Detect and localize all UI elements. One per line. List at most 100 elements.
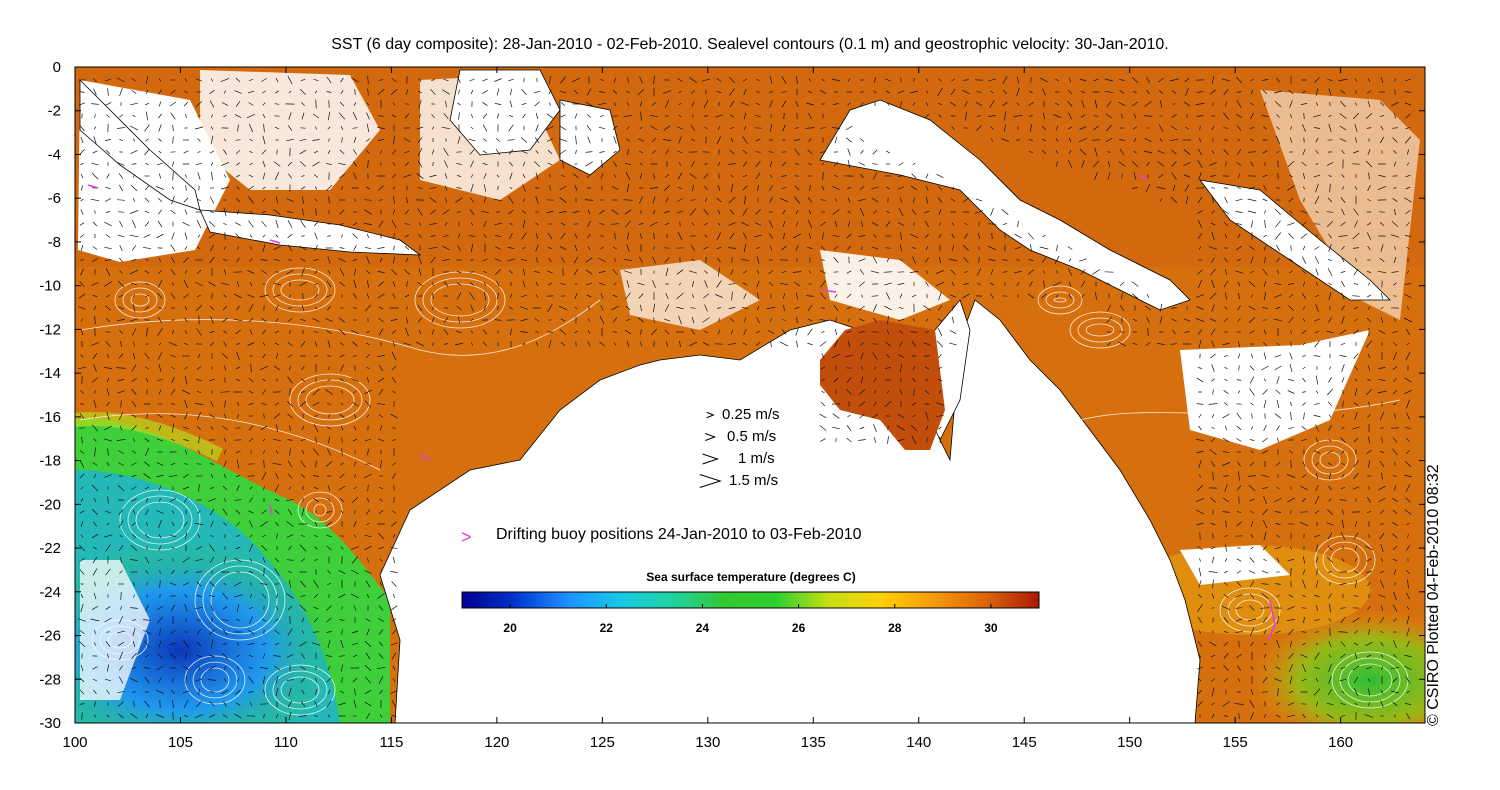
velocity-vector [676, 306, 684, 310]
velocity-vector [742, 208, 748, 216]
velocity-vector [936, 340, 944, 348]
velocity-vector [197, 115, 201, 117]
velocity-vector [1224, 221, 1228, 227]
velocity-vector [559, 245, 567, 251]
velocity-vector [572, 77, 580, 83]
velocity-vector [80, 486, 84, 490]
velocity-vector [132, 352, 136, 360]
velocity-vector [900, 77, 902, 83]
velocity-vector [1290, 245, 1292, 251]
velocity-vector [770, 114, 772, 118]
velocity-vector [1145, 342, 1151, 346]
velocity-vector [172, 124, 174, 132]
velocity-vector [689, 173, 697, 179]
velocity-vector [327, 665, 331, 671]
velocity-vector [718, 267, 720, 277]
velocity-vector [106, 653, 110, 659]
velocity-vector [1133, 172, 1137, 180]
velocity-vector [470, 330, 474, 334]
velocity-vector [1290, 401, 1292, 407]
velocity-vector [366, 112, 370, 120]
velocity-vector [377, 138, 385, 142]
velocity-vector [288, 294, 292, 298]
velocity-vector [158, 342, 162, 346]
velocity-vector [1367, 245, 1371, 251]
velocity-vector [546, 125, 554, 131]
velocity-vector [171, 510, 175, 514]
velocity-vector [353, 306, 357, 310]
velocity-vector [144, 676, 150, 684]
velocity-vector [80, 534, 84, 538]
velocity-vector [1404, 461, 1412, 467]
velocity-vector [1276, 534, 1280, 538]
velocity-vector [847, 210, 851, 214]
velocity-vector [1391, 101, 1399, 107]
velocity-vector [950, 88, 956, 96]
velocity-vector [679, 340, 681, 348]
velocity-vector [858, 330, 866, 334]
velocity-vector [1288, 426, 1294, 430]
velocity-vector [131, 666, 137, 670]
velocity-vector [262, 353, 266, 359]
velocity-vector [1224, 558, 1228, 562]
velocity-vector [248, 185, 254, 191]
velocity-vector [79, 281, 85, 287]
velocity-vector [129, 125, 139, 131]
velocity-vector [170, 112, 176, 120]
velocity-vector [1133, 126, 1137, 130]
velocity-vector [730, 137, 734, 143]
velocity-vector [1392, 545, 1398, 551]
velocity-vector [1003, 111, 1007, 121]
velocity-vector [314, 559, 318, 561]
velocity-vector [364, 689, 372, 695]
velocity-vector [1030, 124, 1032, 132]
velocity-vector [1287, 160, 1295, 168]
velocity-vector [990, 293, 994, 299]
velocity-vector [144, 270, 150, 274]
velocity-vector [1302, 366, 1306, 370]
velocity-vector [1210, 222, 1216, 226]
velocity-vector [327, 570, 331, 574]
velocity-vector [1185, 196, 1189, 204]
velocity-vector [715, 294, 723, 298]
velocity-vector [104, 102, 112, 106]
velocity-vector [859, 426, 865, 430]
velocity-vector [391, 462, 397, 466]
velocity-vector [885, 341, 891, 347]
velocity-vector [1302, 579, 1306, 589]
velocity-vector [352, 341, 358, 347]
velocity-vector [1301, 438, 1307, 442]
velocity-vector [1286, 474, 1296, 478]
velocity-vector [938, 78, 942, 82]
velocity-vector [144, 533, 150, 539]
velocity-vector [1248, 151, 1256, 153]
velocity-vector [819, 341, 827, 347]
velocity-vector [1303, 137, 1305, 143]
velocity-vector [1328, 689, 1332, 695]
colorbar-ticks: 20 22 24 26 28 30 [503, 604, 998, 635]
velocity-vector [1039, 246, 1049, 250]
velocity-vector [1315, 678, 1319, 682]
velocity-vector [261, 318, 267, 322]
velocity-vector [1157, 161, 1165, 167]
velocity-vector [379, 641, 383, 647]
velocity-vector [1247, 198, 1257, 202]
velocity-vector [93, 126, 97, 130]
velocity-vector [340, 462, 344, 466]
velocity-vector [832, 353, 840, 359]
velocity-vector [248, 570, 254, 574]
velocity-vector [663, 185, 671, 191]
velocity-vector [742, 232, 748, 240]
velocity-vector [93, 497, 97, 503]
velocity-vector [1316, 282, 1318, 286]
velocity-vector [858, 258, 866, 262]
velocity-vector [300, 161, 306, 167]
velocity-vector [1197, 604, 1203, 612]
velocity-vector [223, 583, 227, 585]
velocity-vector [1315, 375, 1319, 385]
velocity-vector [1264, 210, 1266, 214]
velocity-vector [105, 234, 111, 238]
velocity-vector [935, 281, 945, 287]
velocity-vector [182, 690, 190, 694]
velocity-vector [975, 198, 983, 202]
